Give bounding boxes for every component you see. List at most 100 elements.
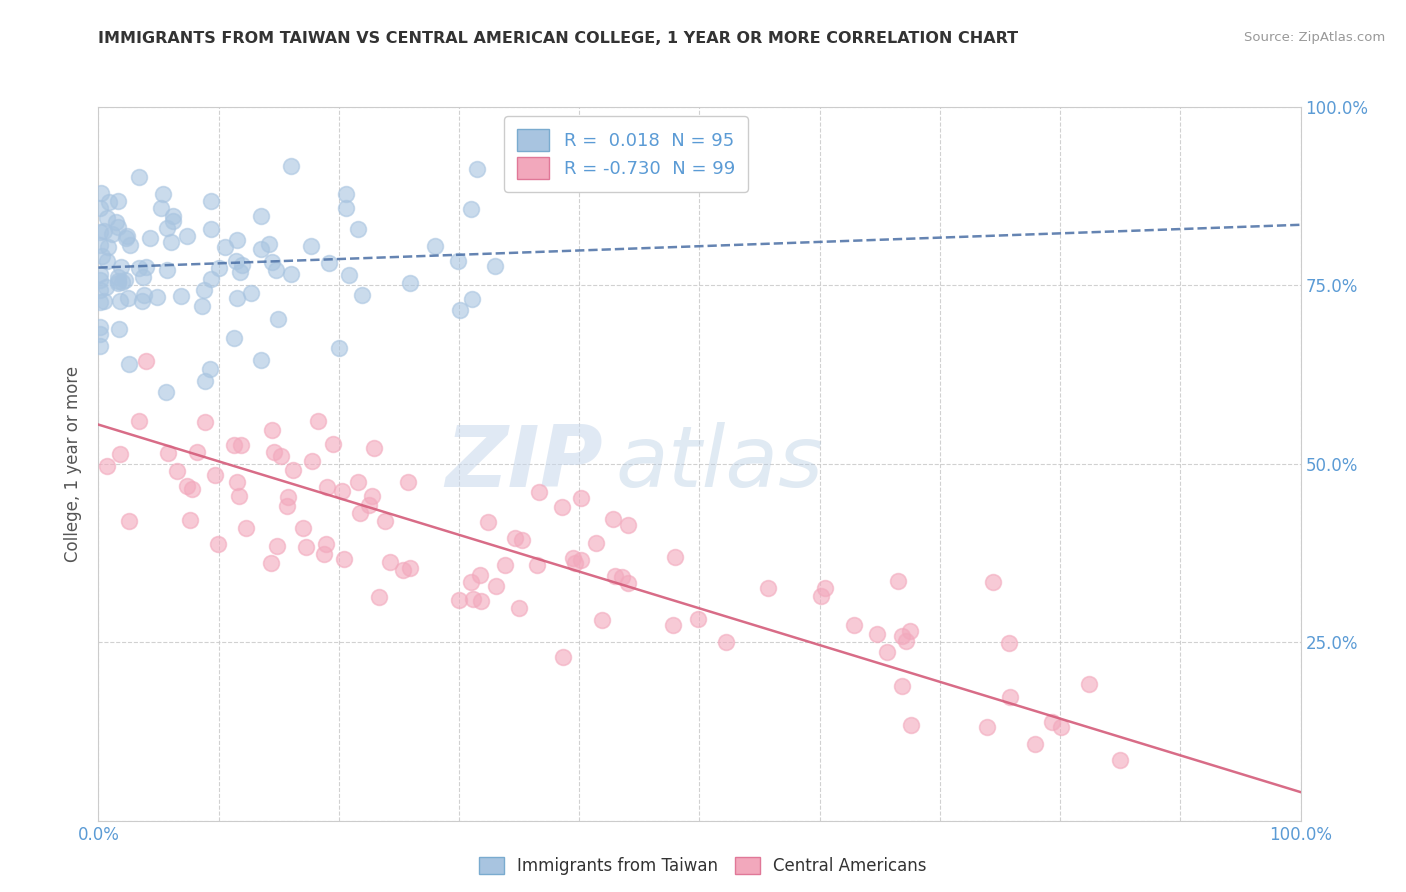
Point [551,500,574,514]
Point [814,581,837,595]
Point [976,720,998,734]
Point [194,415,217,429]
Point [307,414,329,428]
Text: atlas: atlas [616,422,824,506]
Point [156,446,179,460]
Point [111,276,134,290]
Point [585,536,607,550]
Point [186,444,208,458]
Point [449,303,471,318]
Point [551,649,574,664]
Point [714,635,737,649]
Point [135,354,157,368]
Point [250,209,273,223]
Point [876,645,898,659]
Point [617,518,640,533]
Point [335,201,357,215]
Point [396,475,419,490]
Point [89,319,111,334]
Point [260,556,283,570]
Point [170,289,193,303]
Point [264,263,287,277]
Point [263,445,285,459]
Point [662,618,685,632]
Point [277,490,299,504]
Text: IMMIGRANTS FROM TAIWAN VS CENTRAL AMERICAN COLLEGE, 1 YEAR OR MORE CORRELATION C: IMMIGRANTS FROM TAIWAN VS CENTRAL AMERIC… [98,31,1018,46]
Text: Source: ZipAtlas.com: Source: ZipAtlas.com [1244,31,1385,45]
Point [896,634,918,648]
Point [176,479,198,493]
Point [616,575,638,590]
Point [330,483,353,498]
Legend: Immigrants from Taiwan, Central Americans: Immigrants from Taiwan, Central American… [471,849,935,884]
Point [1000,690,1022,704]
Point [89,273,111,287]
Point [900,718,922,732]
Point [605,568,627,582]
Point [318,256,340,270]
Point [97,240,120,254]
Point [562,550,585,565]
Point [399,560,422,574]
Point [890,679,912,693]
Point [191,299,214,313]
Point [204,468,226,483]
Point [194,374,217,388]
Point [128,414,150,428]
Point [262,255,284,269]
Point [231,258,253,272]
Point [349,506,371,520]
Text: ZIP: ZIP [446,422,603,506]
Point [267,311,290,326]
Legend: R =  0.018  N = 95, R = -0.730  N = 99: R = 0.018 N = 95, R = -0.730 N = 99 [505,116,748,192]
Point [374,514,396,528]
Point [214,240,236,254]
Point [460,202,482,216]
Point [360,489,382,503]
Point [998,636,1021,650]
Point [96,279,118,293]
Point [98,195,121,210]
Point [228,489,250,503]
Point [149,201,172,215]
Point [135,260,157,275]
Point [891,629,914,643]
Point [569,491,592,505]
Point [200,362,222,376]
Point [107,194,129,209]
Point [503,531,526,545]
Point [89,339,111,353]
Point [363,441,385,455]
Point [270,449,292,463]
Point [93,224,115,238]
Point [96,254,118,268]
Point [447,254,470,268]
Point [844,618,866,632]
Point [328,341,350,355]
Point [114,231,136,245]
Point [465,161,488,176]
Point [280,267,302,281]
Point [399,277,422,291]
Point [1049,720,1071,734]
Point [664,549,686,564]
Point [115,228,138,243]
Point [110,260,132,274]
Point [222,331,245,345]
Point [686,612,709,626]
Point [156,262,179,277]
Point [468,568,491,582]
Point [315,537,337,551]
Point [89,326,111,341]
Point [152,187,174,202]
Point [180,483,202,497]
Point [461,592,484,607]
Point [460,575,482,590]
Point [280,160,302,174]
Point [96,211,118,226]
Point [89,238,111,252]
Point [132,269,155,284]
Point [1109,753,1132,767]
Point [347,475,370,489]
Point [612,569,634,583]
